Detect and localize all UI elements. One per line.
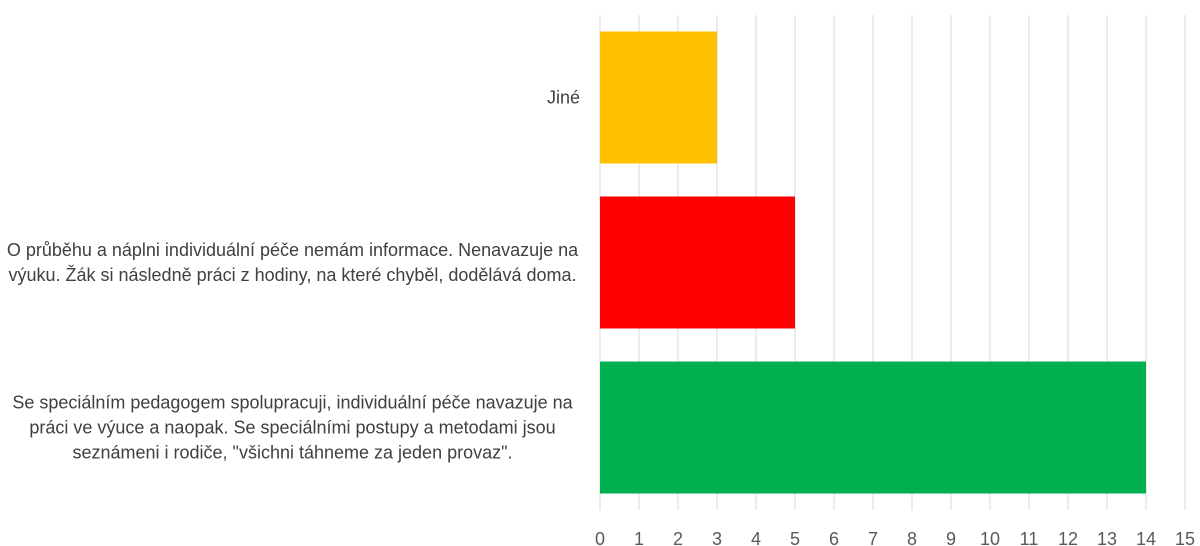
bar — [600, 196, 795, 329]
x-tick-label: 6 — [829, 529, 839, 546]
x-tick-label: 0 — [595, 529, 605, 546]
x-tick-label: 11 — [1020, 529, 1039, 546]
x-tick-label: 8 — [907, 529, 917, 546]
x-tick-label: 4 — [751, 529, 761, 546]
category-label-box: O průběhu a náplni individuální péče nem… — [5, 238, 580, 288]
category-label-box: Jiné — [5, 85, 580, 110]
x-tick-label: 15 — [1175, 529, 1195, 546]
x-tick-label: 7 — [868, 529, 878, 546]
x-tick-label: 14 — [1136, 529, 1156, 546]
x-tick-label: 13 — [1097, 529, 1117, 546]
x-tick-label: 10 — [980, 529, 1000, 546]
x-tick-label: 9 — [946, 529, 956, 546]
x-tick-label: 5 — [790, 529, 800, 546]
y-tick-label: Jiné — [546, 87, 580, 107]
y-tick-label: Se speciálním pedagogem spolupracuji, in… — [12, 392, 573, 462]
category-label-box: Se speciálním pedagogem spolupracuji, in… — [5, 390, 580, 465]
x-tick-label: 1 — [634, 529, 644, 546]
x-tick-label: 12 — [1058, 529, 1078, 546]
y-tick-label: O průběhu a náplni individuální péče nem… — [6, 239, 579, 285]
bar — [600, 31, 717, 164]
x-tick-label: 3 — [712, 529, 722, 546]
x-tick-label: 2 — [673, 529, 683, 546]
bar — [600, 361, 1146, 494]
